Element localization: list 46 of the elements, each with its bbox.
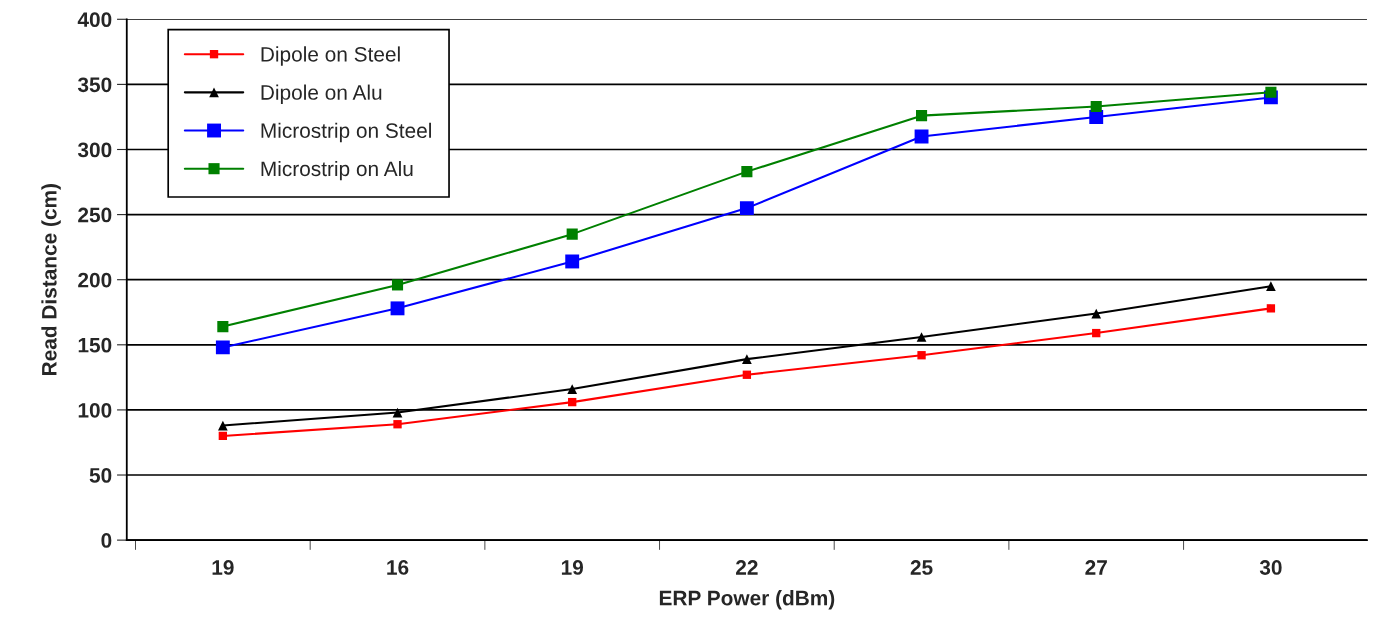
y-axis-title: Read Distance (cm) xyxy=(41,184,61,375)
point xyxy=(1092,328,1101,338)
y-tick-label: 100 xyxy=(78,402,112,418)
x-tick-label: 16 xyxy=(387,560,409,575)
point xyxy=(739,201,754,216)
point xyxy=(566,228,578,240)
point xyxy=(393,420,402,429)
y-tick-label: 250 xyxy=(78,207,112,223)
x-tick-label: 25 xyxy=(910,560,933,575)
point xyxy=(742,370,752,379)
point xyxy=(1090,100,1102,113)
point xyxy=(741,166,753,178)
point xyxy=(916,332,927,342)
x-tick-label: 22 xyxy=(736,560,758,575)
point xyxy=(217,420,228,431)
x-tick-label: 19 xyxy=(212,560,234,575)
x-tick-label: 30 xyxy=(1259,560,1282,575)
legend-label: Microstrip on Alu xyxy=(261,160,413,181)
y-tick-label: 200 xyxy=(78,272,112,288)
point xyxy=(565,254,580,269)
point xyxy=(391,279,404,291)
point xyxy=(217,321,229,333)
y-tick-label: 300 xyxy=(77,142,112,158)
legend-label: Dipole on Steel xyxy=(261,46,400,66)
point xyxy=(742,354,752,364)
x-axis-title: ERP Power (dBm) xyxy=(659,590,835,610)
point xyxy=(1265,86,1277,98)
y-tick-label: 400 xyxy=(77,12,112,28)
point xyxy=(1266,281,1276,292)
point xyxy=(1266,304,1276,313)
point xyxy=(917,351,926,360)
point xyxy=(218,431,228,441)
point xyxy=(1091,308,1102,319)
y-tick-label: 150 xyxy=(78,337,112,353)
point xyxy=(916,110,928,122)
y-tick-label: 50 xyxy=(89,468,112,483)
point xyxy=(390,301,405,316)
x-tick-label: 19 xyxy=(561,560,584,575)
legend-label: Dipole on Alu xyxy=(261,84,382,104)
point xyxy=(567,384,578,394)
y-tick-label: 350 xyxy=(77,77,112,93)
point xyxy=(215,340,230,355)
legend-label: Microstrip on Steel xyxy=(261,122,431,143)
y-tick-label: 0 xyxy=(101,533,112,548)
point xyxy=(568,397,577,407)
x-tick-label: 27 xyxy=(1085,560,1107,575)
